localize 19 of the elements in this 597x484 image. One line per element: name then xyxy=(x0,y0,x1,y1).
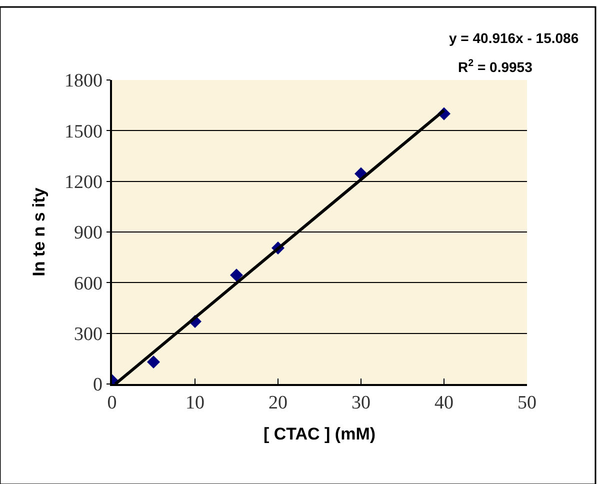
y-tick-label: 900 xyxy=(74,222,102,244)
y-tick-label: 1200 xyxy=(64,172,102,193)
y-axis-title: In te n s ity xyxy=(30,187,48,276)
y-tick-label: 300 xyxy=(74,324,102,345)
text: R$^{2}$ = 0.9953 xyxy=(458,58,533,75)
y-tick-label: 0 xyxy=(92,374,102,396)
x-tick-label: 30 xyxy=(352,392,370,414)
point xyxy=(230,268,243,282)
x-tick-label: 10 xyxy=(186,392,204,414)
x-tick-label: 0 xyxy=(107,392,117,414)
point xyxy=(147,356,160,369)
x-tick-label: 50 xyxy=(518,392,536,414)
y-tick-label: 1500 xyxy=(64,121,102,142)
text: y = 40.916x - 15.086 xyxy=(449,30,579,46)
y-tick-label: 1800 xyxy=(64,70,102,92)
x-tick-label: 20 xyxy=(268,392,288,414)
y-tick-label: 600 xyxy=(74,273,102,294)
x-tick-label: 40 xyxy=(434,392,454,414)
x-axis-title: [ CTAC ] (mM) xyxy=(263,424,376,444)
